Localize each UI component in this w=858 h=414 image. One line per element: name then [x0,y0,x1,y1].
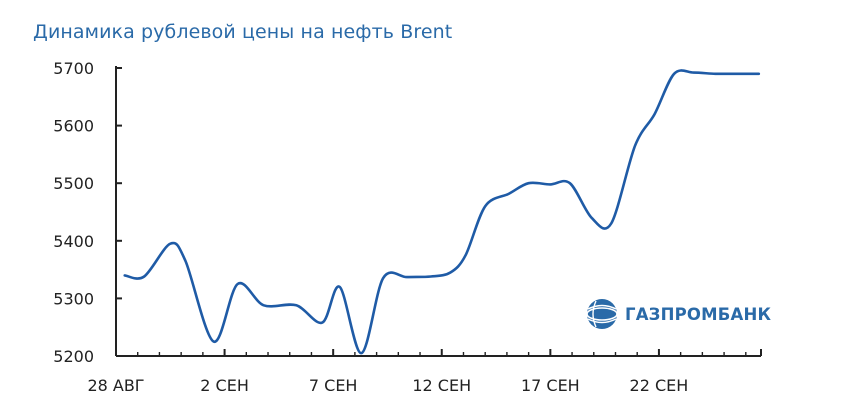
x-tick-label: 22 СЕН [630,376,689,395]
globe-arc-left [592,300,597,328]
x-tick-label: 7 СЕН [309,376,358,395]
x-tick-label: 28 АВГ [87,376,144,395]
brand-logo: ГАЗПРОМБАНК [586,299,772,329]
chart-title: Динамика рублевой цены на нефть Brent [33,21,453,43]
globe-meridian [586,307,618,321]
chart-series-layer [123,69,761,355]
globe-arc-bottom [587,318,617,324]
y-tick-label: 5300 [53,289,94,308]
y-tick-label: 5600 [53,117,94,136]
series-line [123,69,761,355]
globe-icon [587,299,617,329]
chart-axes: 5200 5300 5400 5500 5600 5700 28 АВГ 2 СЕН 7 СЕН… [53,59,762,395]
y-tick-label: 5500 [53,174,94,193]
x-tick-label: 12 СЕН [412,376,471,395]
brand-name: ГАЗПРОМБАНК [625,305,772,324]
y-tick-label: 5700 [53,59,94,78]
x-tick-label: 2 СЕН [200,376,249,395]
y-tick-label: 5400 [53,232,94,251]
x-tick-label: 17 СЕН [521,376,580,395]
globe-arc-top [587,304,617,310]
y-tick-label: 5200 [53,347,94,366]
